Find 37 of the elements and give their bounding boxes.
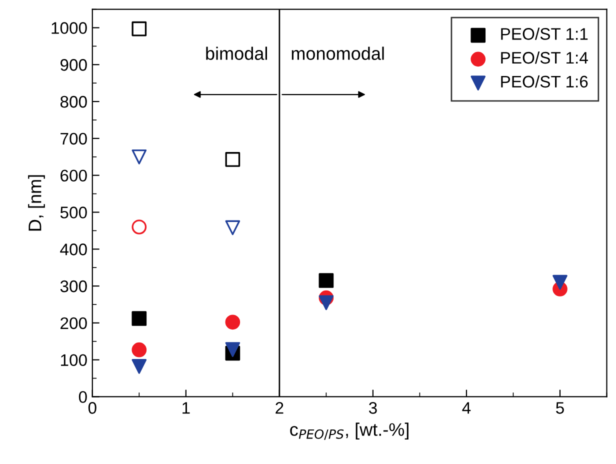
x-tick-label: 1 [182, 402, 190, 414]
point [132, 342, 147, 358]
point [132, 149, 147, 164]
point [225, 220, 240, 236]
x-tick-label: 3 [368, 402, 377, 414]
legend-label: PEO/ST 1:4 [501, 51, 588, 64]
x-tick-label: 4 [462, 402, 471, 414]
point [132, 220, 147, 234]
x-tick-label: 0 [88, 402, 96, 414]
point [132, 311, 147, 326]
y-tick-label: 500 [60, 206, 87, 218]
legend-label: PEO/ST 1:1 [501, 28, 588, 40]
x-tick-label: 2 [276, 402, 284, 414]
y-tick-label: 600 [60, 170, 87, 182]
y-tick-label: 300 [60, 280, 87, 292]
y-tick-label: 900 [60, 59, 87, 71]
point [225, 342, 240, 357]
point [552, 274, 568, 290]
point [318, 295, 334, 310]
point [132, 359, 147, 374]
annotation: monomodal [292, 46, 384, 60]
point [225, 314, 240, 330]
annotation: bimodal [206, 46, 268, 60]
y-axis-title: D, [nm] [28, 175, 45, 231]
point [132, 21, 147, 36]
y-tick-label: 400 [60, 244, 87, 256]
y-tick-label: 200 [60, 317, 87, 330]
y-tick-label: 0 [78, 391, 87, 403]
point [318, 273, 334, 288]
y-tick-label: 700 [60, 132, 87, 145]
point [225, 152, 240, 167]
x-axis-title: c$_{PEO/PS}$, [wt.-%] [290, 422, 408, 440]
y-tick-label: 100 [61, 354, 87, 366]
y-tick-label: 800 [60, 96, 87, 108]
x-tick-label: 5 [556, 402, 564, 414]
legend-label: PEO/ST 1:6 [501, 75, 588, 88]
y-tick-label: 1000 [52, 22, 87, 34]
